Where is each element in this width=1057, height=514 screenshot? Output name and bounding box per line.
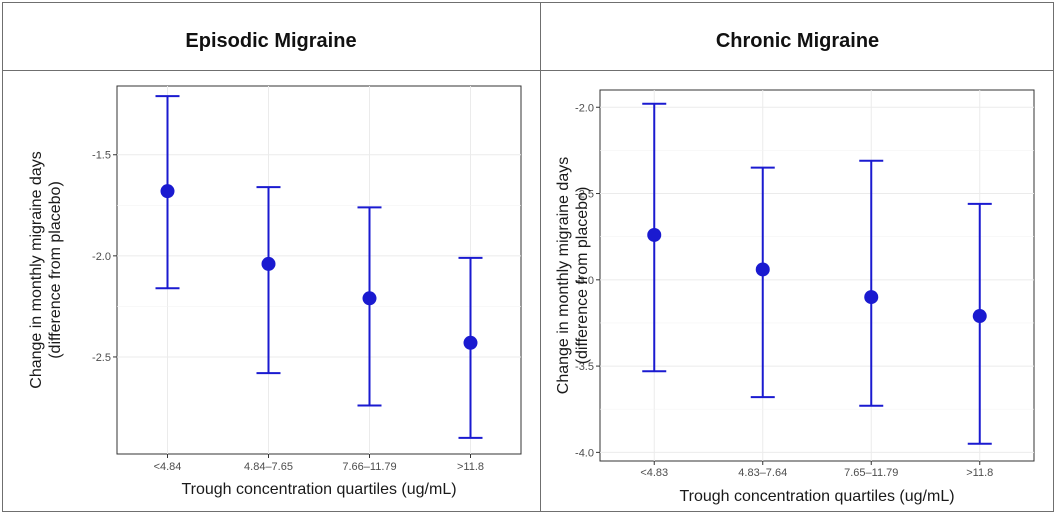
column-divider	[540, 2, 541, 512]
episodic-chart: -1.5 -2.0 -2.5 <4.84 4.84–7.65 7.66–11.79 >11.…	[28, 85, 522, 498]
chronic-y-tick-label: -3.5	[575, 361, 594, 373]
chronic-y-tick-label: -2.5	[575, 189, 594, 201]
chronic-y-axis-title-line2: (difference from placebo)	[574, 187, 591, 365]
chronic-x-axis-title: Trough concentration quartiles (ug/mL)	[679, 488, 954, 505]
panel-title-chronic: Chronic Migraine	[715, 30, 880, 52]
chronic-y-axis-title: Change in monthly migraine days (differen…	[555, 157, 591, 394]
episodic-y-axis-title-line1: Change in monthly migraine days	[28, 151, 45, 388]
episodic-y-axis-title-line2: (difference from placebo)	[47, 181, 64, 359]
episodic-y-axis-title: Change in monthly migraine days (differen…	[28, 151, 64, 388]
chronic-x-tick-label: >11.8	[966, 467, 993, 479]
episodic-x-axis-title: Trough concentration quartiles (ug/mL)	[181, 481, 456, 498]
episodic-y-tick-label: -2.5	[92, 352, 111, 364]
chronic-point	[972, 309, 987, 324]
chronic-x-tick-label: 4.83–7.64	[738, 467, 787, 479]
episodic-point	[261, 256, 276, 271]
chronic-y-axis-title-line1: Change in monthly migraine days	[555, 157, 572, 394]
episodic-x-tick-label: <4.84	[154, 461, 182, 473]
episodic-x-tick-label: 7.66–11.79	[342, 461, 396, 473]
chronic-point	[755, 262, 770, 277]
chronic-y-tick-label: -3.0	[575, 275, 594, 287]
episodic-x-tick-label: >11.8	[457, 461, 484, 473]
episodic-point	[463, 335, 478, 350]
chronic-chart: -2.0 -2.5 -3.0 -3.5 -4.0 <4.83 4.83–7.64 7.65–1…	[555, 89, 1035, 505]
episodic-y-tick-label: -2.0	[92, 251, 111, 263]
header-divider	[2, 70, 1054, 71]
chronic-y-tick-label: -4.0	[575, 447, 594, 459]
episodic-point	[160, 184, 175, 199]
episodic-y-tick-label: -1.5	[92, 150, 111, 162]
chronic-point	[647, 227, 662, 242]
episodic-x-tick-label: 4.84–7.65	[244, 461, 293, 473]
episodic-plot-area	[116, 85, 522, 455]
chronic-x-tick-label: 7.65–11.79	[844, 467, 898, 479]
episodic-point	[362, 291, 377, 306]
chronic-plot-area	[599, 89, 1035, 462]
chronic-y-tick-label: -2.0	[575, 102, 594, 114]
panel-title-episodic: Episodic Migraine	[185, 30, 357, 52]
chronic-x-tick-label: <4.83	[640, 467, 668, 479]
chronic-point	[864, 290, 879, 305]
